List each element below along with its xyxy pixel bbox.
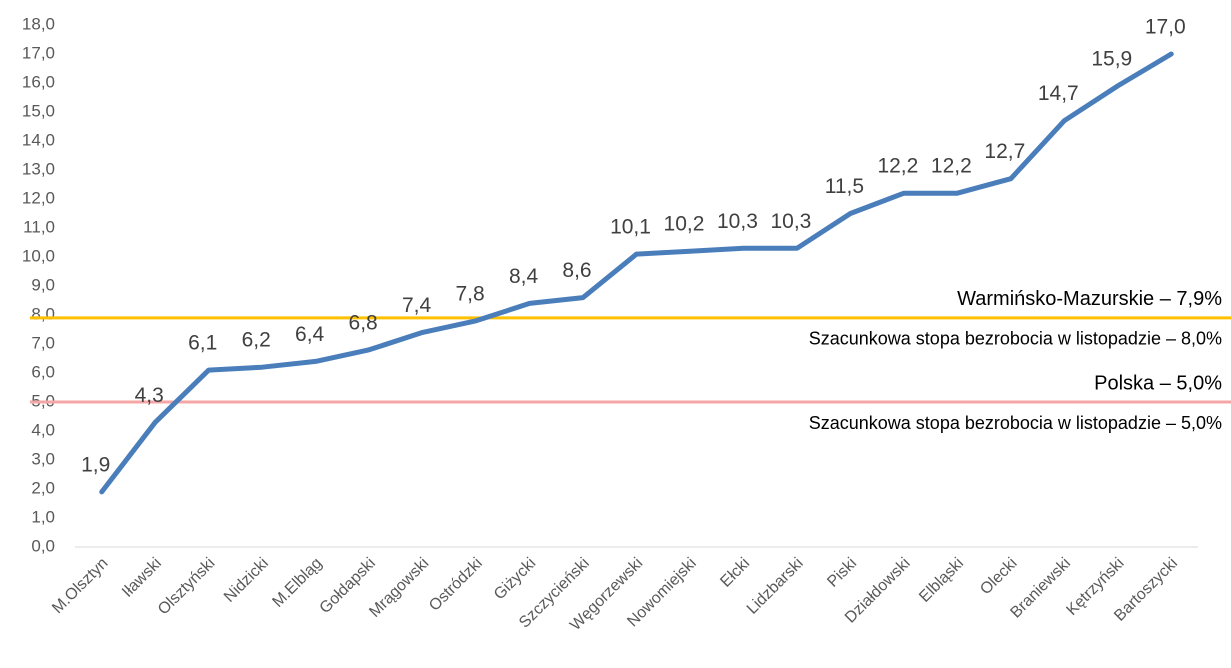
data-label: 10,3	[717, 210, 758, 233]
data-label: 6,8	[349, 311, 378, 334]
data-label: 14,7	[1038, 82, 1079, 105]
x-tick-label: Nidzicki	[221, 555, 272, 606]
x-tick-label: Olsztyński	[155, 555, 219, 619]
x-tick-label: Elbląski	[916, 555, 967, 606]
x-tick-label: Ełcki	[717, 555, 753, 591]
data-label: 12,7	[984, 140, 1025, 163]
y-tick-label: 9,0	[31, 275, 55, 294]
data-label: 12,2	[877, 155, 918, 178]
data-label: 1,9	[81, 453, 110, 476]
y-tick-label: 3,0	[31, 449, 55, 468]
y-tick-label: 12,0	[22, 188, 55, 207]
y-tick-label: 14,0	[22, 130, 55, 149]
x-tick-label: Lidzbarski	[744, 555, 807, 618]
data-line	[99, 51, 1174, 495]
x-tick-label: Piski	[824, 555, 860, 591]
reference-sublabel: Szacunkowa stopa bezrobocia w listopadzi…	[809, 329, 1222, 349]
y-tick-label: 4,0	[31, 420, 55, 439]
reference-label: Warmińsko-Mazurskie – 7,9%	[957, 288, 1222, 310]
data-label: 10,2	[664, 213, 705, 236]
reference-label: Polska – 5,0%	[1094, 372, 1222, 394]
x-tick-label: M.Elbląg	[269, 555, 325, 611]
x-tick-label: M.Olsztyn	[49, 555, 111, 617]
data-label: 6,1	[188, 332, 217, 355]
y-tick-label: 8,0	[31, 304, 55, 323]
data-label: 10,1	[610, 216, 651, 239]
data-label: 8,6	[562, 259, 591, 282]
data-label: 10,3	[770, 210, 811, 233]
y-tick-label: 0,0	[31, 536, 55, 555]
y-tick-label: 1,0	[31, 507, 55, 526]
y-tick-label: 2,0	[31, 478, 55, 497]
y-tick-label: 7,0	[31, 333, 55, 352]
x-tick-label: Ostródzki	[426, 555, 486, 615]
x-tick-label: Olecki	[977, 555, 1020, 598]
data-label: 7,4	[402, 294, 432, 317]
data-label: 11,5	[825, 175, 864, 198]
data-label: 6,2	[242, 329, 271, 352]
x-tick-label: Giżycki	[491, 555, 539, 603]
data-label: 8,4	[509, 265, 539, 288]
y-tick-label: 6,0	[31, 362, 55, 381]
y-tick-label: 10,0	[22, 246, 55, 265]
y-tick-label: 18,0	[22, 14, 55, 33]
data-label: 7,8	[455, 282, 484, 305]
y-tick-label: 11,0	[23, 217, 55, 236]
y-tick-label: 16,0	[22, 72, 55, 91]
x-tick-label: Iławski	[119, 555, 165, 601]
y-tick-label: 13,0	[22, 159, 55, 178]
y-tick-label: 17,0	[22, 43, 55, 62]
data-label: 4,3	[135, 384, 164, 407]
reference-sublabel: Szacunkowa stopa bezrobocia w listopadzi…	[809, 413, 1222, 433]
data-label: 6,4	[295, 323, 325, 346]
y-tick-label: 15,0	[22, 101, 55, 120]
data-label: 15,9	[1091, 47, 1132, 70]
data-label: 17,0	[1145, 16, 1186, 39]
data-label: 12,2	[931, 155, 972, 178]
